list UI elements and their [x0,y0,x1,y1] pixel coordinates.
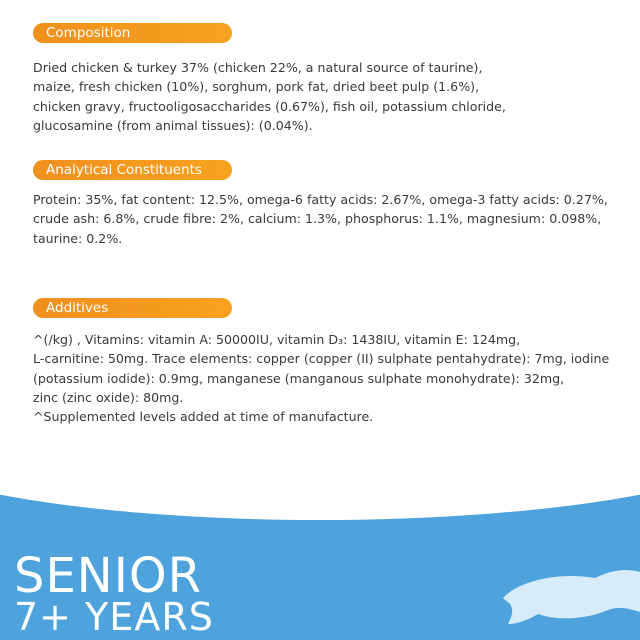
fish-icon [503,570,640,624]
section-title: Composition [33,23,232,43]
badge-line1: SENIOR [14,548,202,604]
section-text: taurine: 0.2%. [33,230,123,246]
section-text: Protein: 35%, fat content: 12.5%, omega-… [33,192,608,207]
section-title: Analytical Constituents [33,160,232,180]
section-text: ^(/kg) , Vitamins: vitamin A: 50000IU, v… [33,332,521,347]
white-curve [0,340,640,520]
section-text: (potassium iodide): 0.9mg, manganese (ma… [33,370,565,386]
section-text: zinc (zinc oxide): 80mg. [33,389,184,405]
section-text: chicken gravy, fructooligosaccharides (0… [33,98,506,114]
section-text: maize, fresh chicken (10%), sorghum, por… [33,79,480,95]
section-text: Dried chicken & turkey 37% (chicken 22%,… [33,60,483,75]
section-text: glucosamine (from animal tissues): (0.04… [33,117,313,133]
section-text: crude ash: 6.8%, crude fibre: 2%, calciu… [33,211,602,227]
section-title: Additives [33,298,232,318]
section-text: L-carnitine: 50mg. Trace elements: coppe… [33,351,610,367]
badge-line2: 7+ YEARS [14,595,214,639]
section-text: ^Supplemented levels added at time of ma… [33,409,374,425]
